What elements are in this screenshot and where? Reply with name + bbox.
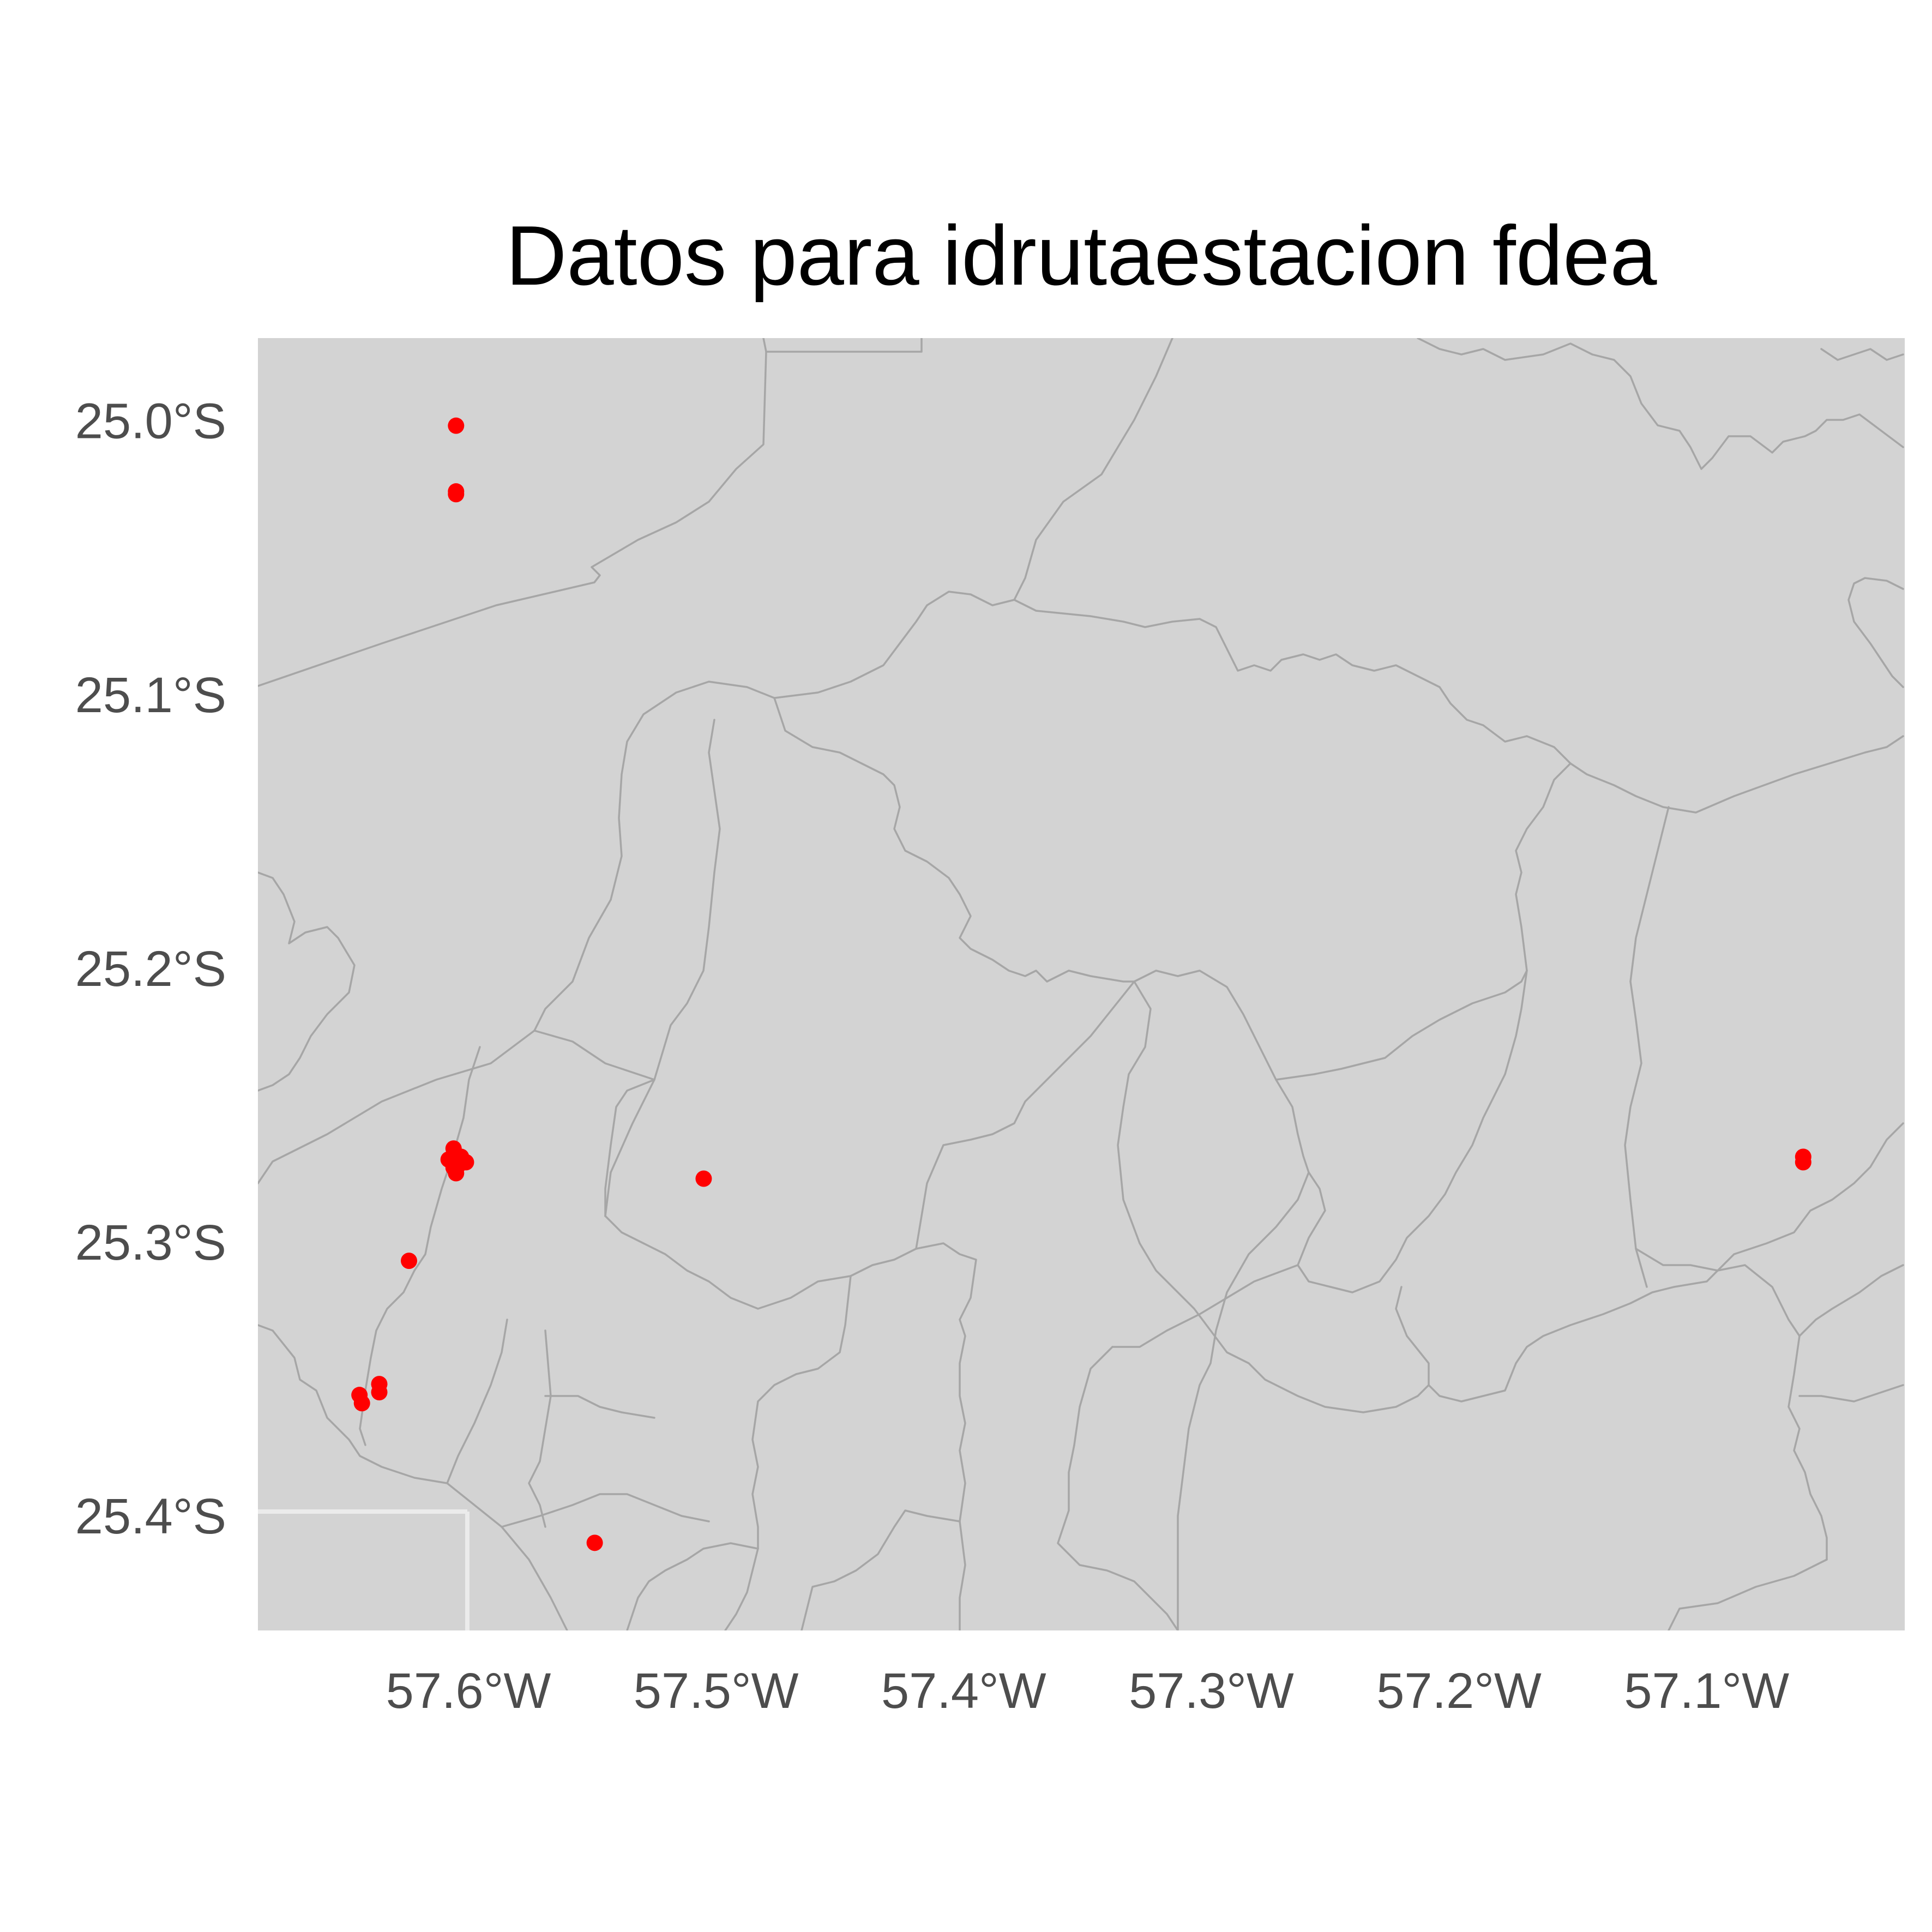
data-point (448, 417, 465, 434)
x-tick-label: 57.6°W (386, 1663, 551, 1719)
boundary-line (258, 1324, 568, 1630)
map-title: Datos para idrutaestacion fdea (505, 208, 1657, 303)
boundary-line (765, 338, 923, 353)
boundary-line (258, 1030, 535, 1184)
boundary-line (626, 1542, 759, 1630)
data-point (401, 1253, 418, 1269)
boundary-line (1057, 1346, 1179, 1630)
boundary-line (1111, 1264, 1299, 1348)
map-panel (258, 338, 1905, 1630)
boundary-line (610, 591, 1015, 901)
boundary-line (801, 1509, 961, 1630)
point-series (351, 417, 1811, 1551)
boundary-line (915, 980, 1135, 1250)
y-tick-label: 25.4°S (75, 1489, 226, 1544)
y-tick-label: 25.1°S (75, 667, 226, 723)
grid-lines (258, 1509, 470, 1630)
data-point (695, 1170, 712, 1187)
data-point (586, 1534, 603, 1551)
boundary-line (751, 1275, 852, 1550)
boundary-line (773, 697, 1135, 983)
boundary-line (1133, 762, 1572, 1293)
x-tick-label: 57.5°W (634, 1663, 799, 1719)
data-point (1795, 1154, 1811, 1171)
boundary-line (1787, 1335, 1828, 1561)
boundary-line (1847, 577, 1904, 688)
boundary-line (359, 1046, 481, 1446)
y-tick-label: 25.3°S (75, 1215, 226, 1271)
boundary-line (724, 1548, 759, 1630)
boundary-line (1798, 1384, 1904, 1403)
boundary-line (533, 899, 612, 1032)
boundary-line (604, 1215, 917, 1310)
boundary-line (1395, 1286, 1430, 1386)
data-point (448, 486, 465, 503)
boundary-line (1668, 1558, 1828, 1630)
boundary-line (446, 1319, 508, 1484)
data-point (450, 1157, 467, 1173)
boundary-line (258, 871, 356, 1092)
boundary-line (1624, 806, 1670, 1288)
boundary-line (1117, 980, 1430, 1413)
boundary-line (1013, 599, 1904, 814)
y-axis-labels: 25.0°S 25.1°S 25.2°S 25.3°S 25.4°S (75, 394, 226, 1544)
boundary-line (1275, 970, 1528, 1081)
x-tick-label: 57.1°W (1624, 1663, 1789, 1719)
x-tick-label: 57.4°W (881, 1663, 1046, 1719)
boundary-line (544, 1395, 655, 1419)
data-point (353, 1395, 370, 1412)
y-tick-label: 25.2°S (75, 941, 226, 997)
boundary-line (1177, 1171, 1310, 1630)
y-tick-label: 25.0°S (75, 394, 226, 449)
land-area (258, 338, 1905, 1630)
boundary-line (604, 719, 721, 1217)
x-axis-labels: 57.6°W 57.5°W 57.4°W 57.3°W 57.2°W 57.1°W (386, 1663, 1790, 1719)
boundary-line (258, 338, 767, 687)
boundary-line (533, 1030, 655, 1081)
x-tick-label: 57.3°W (1129, 1663, 1294, 1719)
district-boundaries (258, 338, 1904, 1630)
data-point (371, 1384, 388, 1401)
boundary-line (1820, 348, 1904, 361)
boundary-line (1417, 338, 1904, 470)
boundary-line (604, 1079, 655, 1217)
x-tick-label: 57.2°W (1376, 1663, 1542, 1719)
boundary-line (1013, 338, 1173, 601)
boundary-line (501, 1493, 710, 1528)
boundary-line (915, 1242, 977, 1630)
boundary-line (1635, 1248, 1904, 1337)
boundary-line (1428, 1122, 1904, 1403)
